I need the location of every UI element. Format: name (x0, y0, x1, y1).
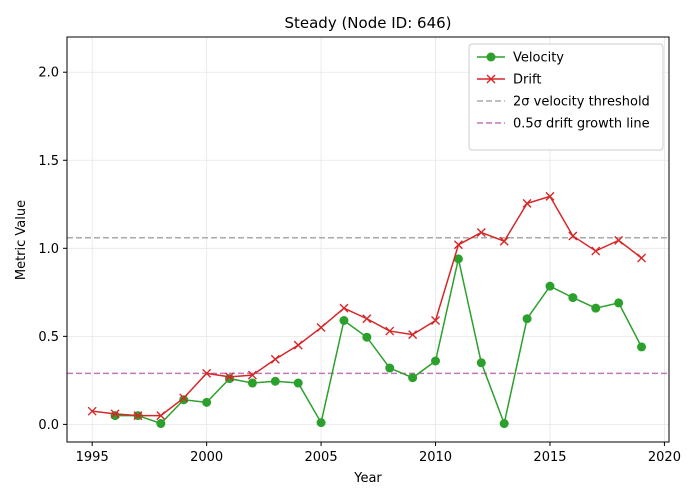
data-point (476, 227, 486, 237)
y-tick-label: 0.5 (38, 330, 59, 345)
data-point (179, 393, 189, 403)
x-tick-label: 2015 (533, 450, 566, 465)
legend: Velocity Drift 2σ velocity threshold 0.5σ d… (468, 43, 664, 151)
data-point (316, 418, 326, 428)
y-axis-ticks: 0.0 0.5 1.0 1.5 2.0 (38, 66, 67, 433)
data-point (270, 376, 280, 386)
series-layer (87, 191, 647, 429)
y-tick-label: 0.0 (38, 418, 59, 433)
data-point (362, 332, 372, 342)
data-point (202, 397, 212, 407)
chart-title: Steady (Node ID: 646) (284, 14, 451, 32)
plot-frame (66, 36, 670, 443)
data-point (453, 240, 463, 250)
y-tick-label: 1.5 (38, 154, 59, 169)
y-axis-label: Metric Value (14, 200, 29, 280)
data-point (522, 314, 532, 324)
data-point (179, 395, 189, 405)
data-point (408, 373, 418, 383)
data-point (225, 372, 235, 382)
data-point (591, 303, 601, 313)
x-tick-label: 2010 (419, 450, 452, 465)
reference-lines (67, 236, 669, 375)
legend-label: Velocity (513, 51, 564, 66)
data-point (591, 246, 601, 256)
data-point (133, 411, 143, 421)
legend-label: 0.5σ drift growth line (513, 117, 650, 132)
data-point (362, 314, 372, 324)
data-point (202, 368, 212, 378)
x-tick-label: 1995 (76, 450, 109, 465)
data-point (293, 340, 303, 350)
data-point (499, 236, 509, 246)
x-tick-label: 2005 (305, 450, 338, 465)
data-point (156, 411, 166, 421)
data-point (637, 253, 647, 263)
legend-item: Velocity (477, 51, 564, 66)
data-point (431, 316, 441, 325)
x-tick-label: 2020 (648, 450, 681, 465)
series-velocity (110, 254, 647, 429)
legend-item: Drift (477, 73, 541, 88)
legend-marker (486, 52, 496, 62)
data-point (110, 409, 120, 419)
y-tick-label: 2.0 (38, 66, 59, 81)
legend-label: Drift (513, 73, 541, 88)
legend-label: 2σ velocity threshold (513, 95, 650, 110)
data-point (110, 411, 120, 421)
data-point (293, 378, 303, 388)
y-tick-label: 1.0 (38, 242, 59, 257)
data-point (339, 316, 349, 325)
data-point (87, 406, 97, 416)
data-point (568, 293, 578, 303)
data-point (339, 303, 349, 313)
legend-marker (486, 74, 496, 84)
x-axis-label: Year (353, 471, 382, 486)
data-point (453, 254, 463, 264)
data-point (225, 374, 235, 384)
data-point (522, 198, 532, 208)
data-point (614, 298, 624, 308)
data-point (270, 354, 280, 364)
x-axis-ticks: 1995 2000 2005 2010 2015 2020 (76, 442, 681, 465)
data-point (385, 326, 395, 336)
series-drift (87, 191, 647, 421)
x-tick-label: 2000 (190, 450, 223, 465)
data-point (476, 358, 486, 368)
legend-box (468, 43, 664, 151)
data-point (316, 323, 326, 333)
data-point (545, 191, 555, 201)
data-point (408, 330, 418, 340)
data-point (637, 342, 647, 352)
data-point (385, 363, 395, 373)
legend-item: 2σ velocity threshold (477, 95, 650, 110)
data-point (431, 356, 441, 366)
data-point (614, 235, 624, 245)
data-point (545, 281, 555, 291)
legend-item: 0.5σ drift growth line (477, 117, 650, 132)
data-point (499, 419, 509, 429)
data-point (156, 419, 166, 429)
data-point (247, 378, 257, 388)
data-point (247, 370, 257, 380)
data-point (568, 231, 578, 241)
